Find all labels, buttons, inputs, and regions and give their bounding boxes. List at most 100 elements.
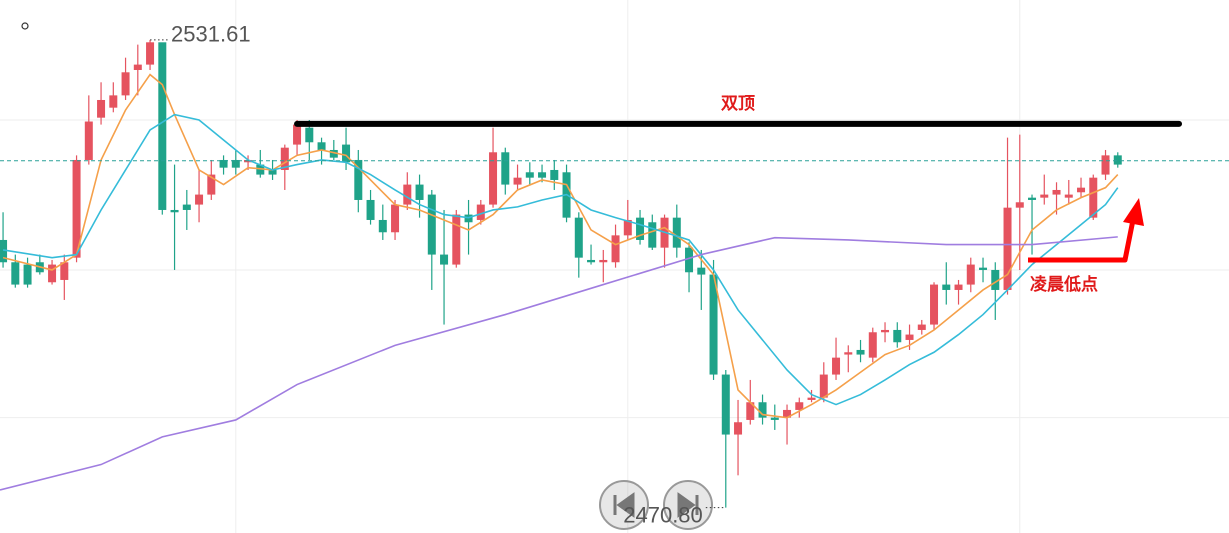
candle-body bbox=[489, 152, 498, 205]
candle-body bbox=[440, 254, 449, 265]
candle-body bbox=[121, 72, 130, 96]
candle-body bbox=[1028, 197, 1037, 200]
candle-body bbox=[84, 121, 93, 160]
candle-body bbox=[403, 184, 412, 205]
candle-body bbox=[979, 267, 988, 270]
low-label: 2470.80 bbox=[623, 502, 703, 527]
candle-body bbox=[23, 264, 32, 285]
candle-body bbox=[366, 199, 375, 220]
candle-body bbox=[930, 284, 939, 325]
candle-body bbox=[182, 204, 191, 210]
candle-body bbox=[452, 214, 461, 265]
candle-body bbox=[219, 159, 228, 168]
candle-body bbox=[783, 409, 792, 418]
candle-body bbox=[893, 329, 902, 343]
candle-body bbox=[195, 194, 204, 205]
candle-body bbox=[342, 144, 351, 163]
candle-body bbox=[231, 159, 240, 168]
candle-body bbox=[868, 332, 877, 358]
candle-body bbox=[550, 169, 559, 180]
candle-body bbox=[770, 417, 779, 420]
candle-body bbox=[587, 259, 596, 263]
candle-body bbox=[0, 239, 8, 263]
candle-body bbox=[881, 329, 890, 333]
ma-line bbox=[2, 73, 1119, 419]
candle-body bbox=[672, 217, 681, 248]
candle-body bbox=[72, 159, 81, 258]
candle-body bbox=[133, 64, 142, 70]
candle-body bbox=[1015, 202, 1024, 208]
candle-body bbox=[207, 174, 216, 195]
candle-body bbox=[415, 184, 424, 200]
candle-body bbox=[636, 217, 645, 240]
candle-body bbox=[721, 374, 730, 435]
candle-body bbox=[538, 172, 547, 178]
candle-body bbox=[942, 284, 951, 290]
candle-body bbox=[844, 352, 853, 355]
candle-body bbox=[280, 147, 289, 170]
high-label: 2531.61 bbox=[171, 22, 251, 47]
prev-icon bbox=[613, 492, 635, 518]
candle-body bbox=[758, 402, 767, 418]
candle-body bbox=[648, 222, 657, 248]
candle-body bbox=[146, 42, 155, 65]
next-icon bbox=[677, 492, 699, 518]
candle-body bbox=[709, 274, 718, 375]
candle-body bbox=[170, 209, 179, 213]
candle-body bbox=[917, 324, 926, 330]
media-buttons[interactable] bbox=[599, 480, 713, 530]
candle-body bbox=[501, 152, 510, 185]
labels: 双顶 2531.61 2470.80 凌晨低点 bbox=[150, 22, 1098, 527]
marker-dot bbox=[21, 22, 29, 30]
candle-body bbox=[60, 262, 69, 280]
candle-body bbox=[1064, 194, 1073, 198]
ma-line bbox=[0, 236, 1118, 491]
candle-body bbox=[268, 169, 277, 175]
candle-body bbox=[734, 422, 743, 435]
candle-body bbox=[966, 264, 975, 285]
candle-body bbox=[427, 194, 436, 255]
candle-body bbox=[819, 374, 828, 398]
candle-body bbox=[293, 124, 302, 145]
candle-body bbox=[11, 262, 20, 285]
candle-body bbox=[795, 402, 804, 410]
candle-body bbox=[1052, 189, 1061, 195]
ann-arrow bbox=[1028, 198, 1144, 263]
candle-body bbox=[354, 159, 363, 200]
candle-body bbox=[599, 259, 608, 263]
candle-body bbox=[832, 357, 841, 375]
candle-body bbox=[1003, 207, 1012, 290]
candle-body bbox=[97, 99, 106, 118]
candle-body bbox=[525, 172, 534, 178]
candle-body bbox=[305, 127, 314, 143]
candle-body bbox=[1089, 177, 1098, 218]
candle-body bbox=[697, 267, 706, 275]
candle-body bbox=[476, 204, 485, 220]
candle-body bbox=[611, 235, 620, 263]
candle-body bbox=[856, 349, 865, 355]
candle-body bbox=[109, 95, 118, 108]
candle-body bbox=[1113, 155, 1122, 165]
candle-body bbox=[1040, 194, 1049, 198]
candle-body bbox=[513, 177, 522, 185]
ma-line bbox=[2, 113, 1119, 406]
candle-body bbox=[48, 264, 57, 283]
candle-body bbox=[905, 334, 914, 340]
candle-body bbox=[685, 247, 694, 273]
candle-body bbox=[623, 219, 632, 236]
plot bbox=[0, 39, 1229, 508]
candle-body bbox=[807, 397, 816, 400]
double-top-label: 双顶 bbox=[721, 94, 755, 114]
annotation: 凌晨低点 bbox=[1030, 274, 1098, 295]
candle-body bbox=[574, 217, 583, 258]
candle-body bbox=[1077, 187, 1086, 193]
candle-body bbox=[1101, 155, 1110, 175]
candle-body bbox=[378, 219, 387, 233]
candle-body bbox=[746, 402, 755, 420]
candle-body bbox=[991, 269, 1000, 290]
candle-body bbox=[954, 284, 963, 290]
candle-body bbox=[158, 42, 167, 210]
candle-body bbox=[317, 142, 326, 150]
